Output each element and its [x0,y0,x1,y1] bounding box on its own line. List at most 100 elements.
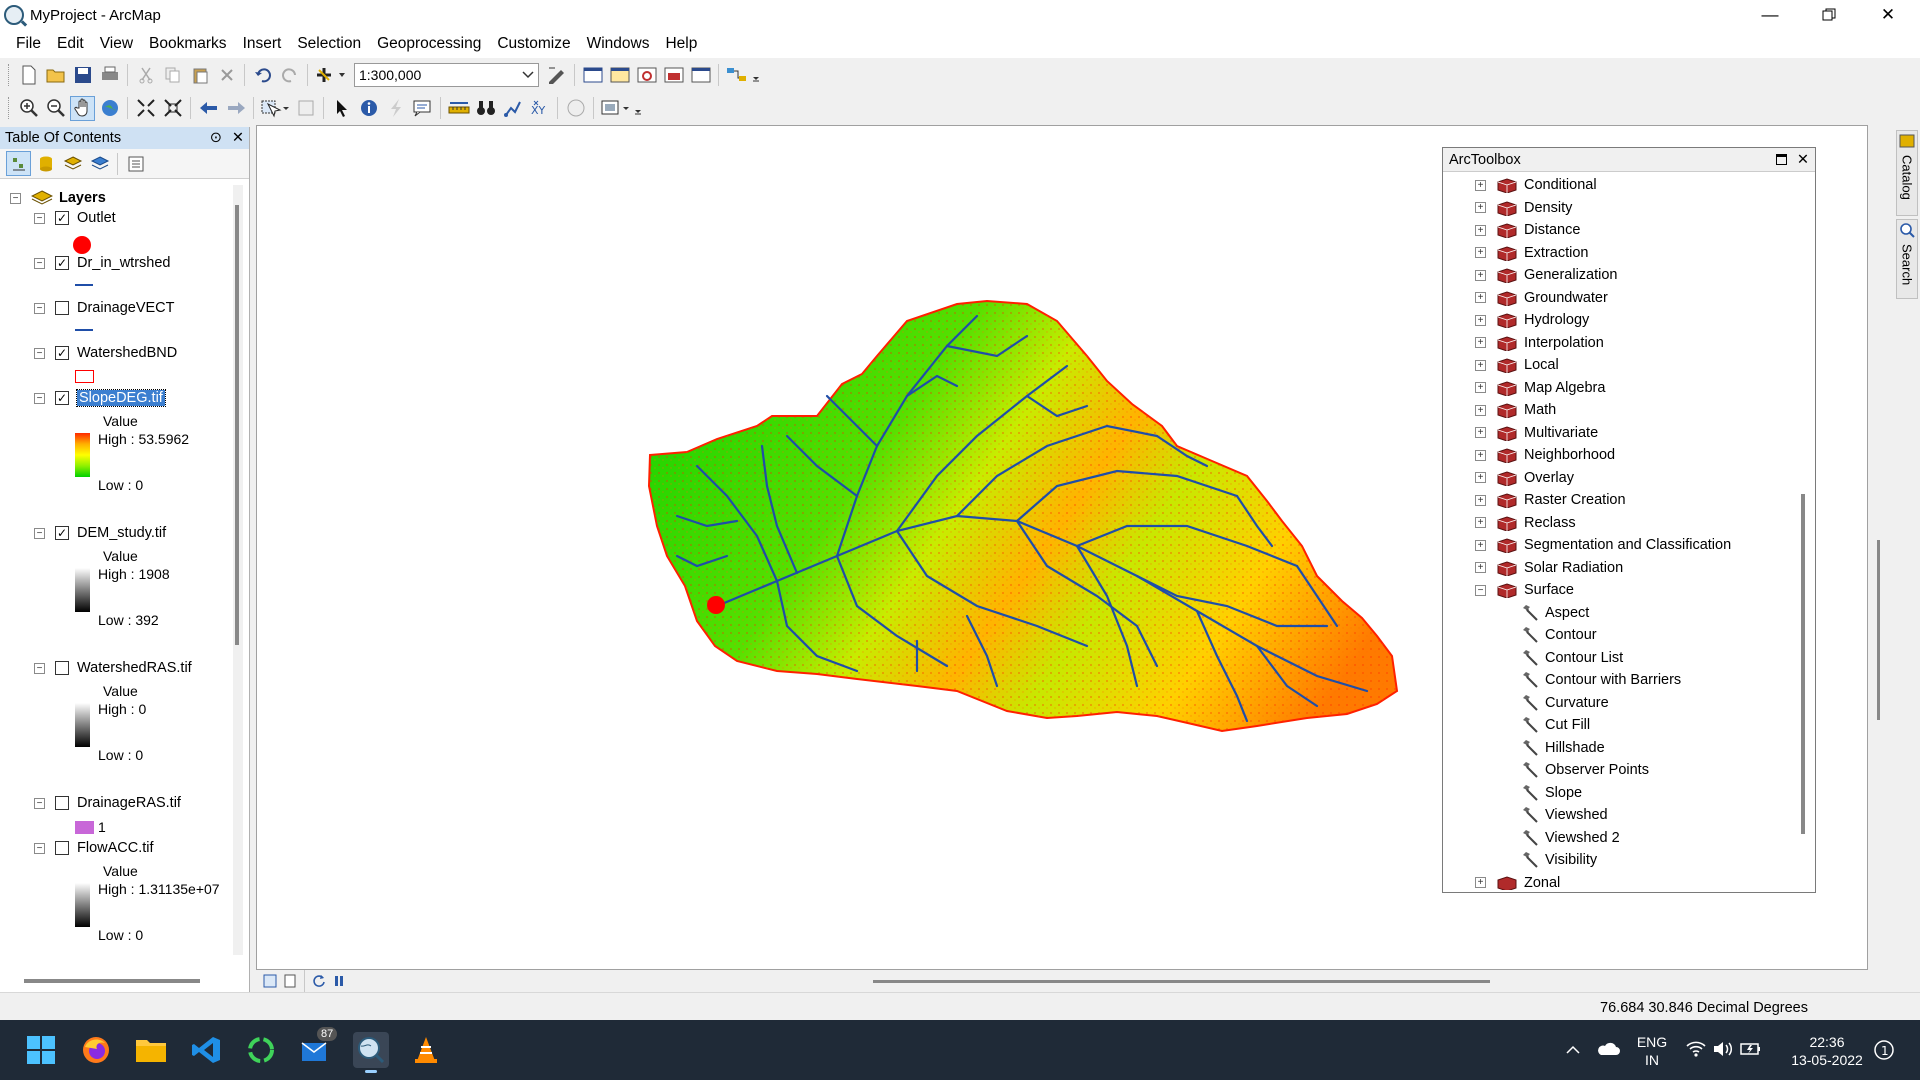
scrollbar-thumb[interactable] [235,205,239,645]
arctoolbox-scrollbar[interactable] [1798,174,1808,890]
redo-button[interactable] [277,63,302,88]
toolset-row[interactable]: + Map Algebra [1475,377,1605,399]
go-forward-button[interactable] [223,96,248,121]
expand-icon[interactable]: + [1475,877,1486,888]
outlet-point-marker[interactable] [707,596,725,614]
tool-row[interactable]: Observer Points [1521,759,1649,781]
toolset-row[interactable]: + Segmentation and Classification [1475,534,1731,556]
list-by-drawing-order-button[interactable] [6,151,31,176]
menu-customize[interactable]: Customize [497,35,571,52]
close-icon[interactable]: ✕ [1796,151,1809,168]
speaker-volume-icon[interactable] [1712,1040,1734,1058]
toc-root-row[interactable]: − Layers [10,187,106,209]
toc-layer-watershedbnd[interactable]: − ✓ WatershedBND [34,342,177,364]
tool-row[interactable]: Aspect [1521,602,1589,624]
table-of-contents-button[interactable] [580,63,605,88]
file-explorer-taskbar-button[interactable] [133,1032,169,1068]
expand-icon[interactable]: + [1475,539,1486,551]
collapse-icon[interactable]: − [1475,584,1486,596]
expand-icon[interactable]: + [1475,517,1486,528]
tool-row[interactable]: Viewshed [1521,804,1608,826]
layer-visibility-checkbox[interactable] [55,841,69,855]
expand-icon[interactable]: + [1475,472,1486,483]
layout-view-button[interactable] [281,972,299,990]
list-by-visibility-button[interactable] [60,151,85,176]
input-language-indicator[interactable]: ENG IN [1632,1033,1672,1069]
toolset-row[interactable]: − Surface [1475,579,1574,601]
toolset-row[interactable]: + Raster Creation [1475,489,1626,511]
map-horizontal-scrollbar[interactable] [873,980,1490,983]
collapse-icon[interactable]: − [34,662,45,674]
tool-row[interactable]: Cut Fill [1521,714,1590,736]
toolset-row[interactable]: + Distance [1475,219,1580,241]
toolset-row[interactable]: + Generalization [1475,264,1618,286]
tool-row[interactable]: Viewshed 2 [1521,827,1620,849]
collapse-icon[interactable]: − [34,797,45,809]
fixed-zoom-in-button[interactable] [133,96,158,121]
notification-icon[interactable]: 1 [1873,1039,1895,1061]
expand-icon[interactable]: + [1475,269,1486,281]
collapse-icon[interactable]: − [34,212,45,224]
expand-icon[interactable]: + [1475,224,1486,236]
expand-icon[interactable]: + [1475,359,1486,371]
expand-icon[interactable]: + [1475,314,1486,326]
print-button[interactable] [97,63,122,88]
python-window-button[interactable] [688,63,713,88]
map-vertical-scrollbar[interactable] [1877,540,1880,720]
layer-visibility-checkbox[interactable] [55,796,69,810]
toolset-row[interactable]: + Conditional [1475,174,1597,196]
layer-visibility-checkbox[interactable] [55,661,69,675]
select-elements-button[interactable] [329,96,354,121]
maximize-icon[interactable] [1775,154,1787,165]
full-extent-button[interactable] [97,96,122,121]
layer-visibility-checkbox[interactable]: ✓ [55,391,69,405]
scrollbar-thumb[interactable] [1801,494,1805,834]
toc-vertical-scrollbar[interactable] [233,185,243,955]
auto-hide-pin-icon[interactable]: ⊙ [209,130,222,146]
toc-horizontal-scrollbar[interactable] [24,979,200,983]
start-button[interactable] [23,1032,59,1068]
tool-row[interactable]: Hillshade [1521,737,1605,759]
expand-icon[interactable]: + [1475,404,1486,416]
layer-visibility-checkbox[interactable]: ✓ [55,211,69,225]
expand-icon[interactable]: + [1475,337,1486,348]
menu-edit[interactable]: Edit [56,35,84,52]
toolset-row[interactable]: + Interpolation [1475,332,1604,354]
refresh-view-button[interactable] [310,972,328,990]
tool-row[interactable]: Contour List [1521,647,1623,669]
expand-icon[interactable]: + [1475,494,1486,506]
cut-button[interactable] [133,63,158,88]
toolset-row-zonal[interactable]: + Zonal [1475,872,1560,890]
close-button[interactable]: ✕ [1880,5,1896,24]
tool-row[interactable]: Visibility [1521,849,1597,871]
layer-name-selected[interactable]: SlopeDEG.tif [76,389,166,407]
vscode-taskbar-button[interactable] [188,1032,224,1068]
battery-charging-icon[interactable] [1740,1040,1762,1058]
copy-button[interactable] [160,63,185,88]
data-view-button[interactable] [261,972,279,990]
expand-icon[interactable]: + [1475,292,1486,303]
collapse-icon[interactable]: − [10,192,21,204]
toc-layer-outlet[interactable]: − ✓ Outlet [34,207,116,229]
toolset-row[interactable]: + Math [1475,399,1556,421]
expand-icon[interactable]: + [1475,382,1486,393]
toolbar-options-button[interactable] [633,96,643,121]
expand-icon[interactable]: + [1475,202,1486,213]
collapse-icon[interactable]: − [34,257,45,269]
menu-windows[interactable]: Windows [586,35,650,52]
toolbar-options-button[interactable] [751,63,761,88]
clear-selection-button[interactable] [293,96,318,121]
list-by-source-button[interactable] [33,151,58,176]
menu-file[interactable]: File [16,35,41,52]
collapse-icon[interactable]: − [34,842,45,854]
find-button[interactable] [473,96,498,121]
catalog-window-button[interactable] [607,63,632,88]
expand-icon[interactable]: + [1475,449,1486,461]
toolset-row[interactable]: + Neighborhood [1475,444,1615,466]
pause-drawing-button[interactable] [330,972,348,990]
open-button[interactable] [43,63,68,88]
system-clock[interactable]: 22:36 13-05-2022 [1780,1033,1874,1069]
arcmap-taskbar-button[interactable] [353,1032,389,1073]
toc-layer-slopedeg[interactable]: − ✓ SlopeDEG.tif [34,387,166,409]
select-features-button[interactable] [259,96,291,121]
